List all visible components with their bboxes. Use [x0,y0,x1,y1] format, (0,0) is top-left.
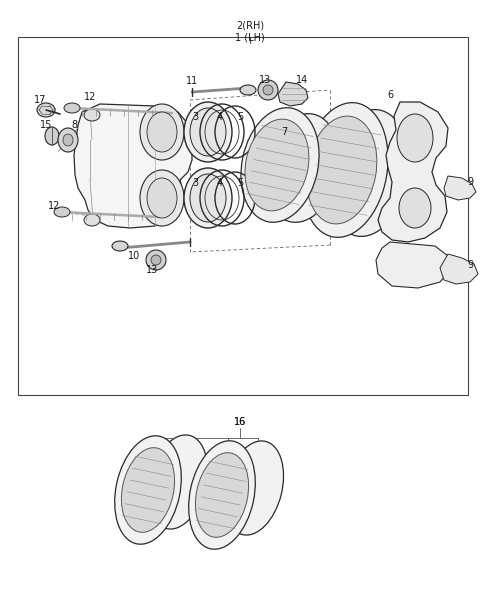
Ellipse shape [263,85,273,95]
Text: 8: 8 [71,120,77,130]
Ellipse shape [121,448,175,532]
Ellipse shape [146,250,166,270]
Text: 2(RH): 2(RH) [236,21,264,31]
Text: 13: 13 [146,265,158,275]
Text: 3: 3 [192,112,198,122]
Ellipse shape [184,102,232,162]
Text: 16: 16 [234,417,246,427]
Text: 12: 12 [48,201,60,211]
Ellipse shape [302,103,388,238]
Text: 1 (LH): 1 (LH) [235,33,265,43]
Text: 9: 9 [467,177,473,187]
Ellipse shape [58,128,78,152]
Text: 13: 13 [259,75,271,85]
Ellipse shape [306,116,377,224]
Text: 17: 17 [34,95,46,105]
Polygon shape [278,82,308,106]
Ellipse shape [84,214,100,226]
Text: 11: 11 [186,76,198,86]
Ellipse shape [151,255,161,265]
Ellipse shape [184,168,232,228]
Ellipse shape [195,453,249,537]
Ellipse shape [245,119,309,211]
Text: 5: 5 [237,178,243,188]
Ellipse shape [147,178,177,218]
Ellipse shape [189,441,255,549]
Polygon shape [444,176,476,200]
Text: 4: 4 [217,178,223,188]
Text: 14: 14 [296,75,308,85]
Ellipse shape [63,134,73,146]
Polygon shape [440,254,478,284]
Bar [18,37,468,395]
Ellipse shape [84,109,100,121]
Ellipse shape [225,441,284,535]
Ellipse shape [399,188,431,228]
Ellipse shape [265,113,339,223]
Ellipse shape [140,170,184,226]
Text: 5: 5 [237,112,243,122]
Ellipse shape [64,103,80,113]
Text: 6: 6 [387,90,393,100]
Ellipse shape [258,80,278,100]
Ellipse shape [112,241,128,251]
Text: 4: 4 [217,112,223,122]
Text: 7: 7 [281,127,287,137]
Text: 12: 12 [84,92,96,102]
Ellipse shape [140,104,184,160]
Text: 15: 15 [40,120,52,130]
Ellipse shape [190,174,226,222]
Ellipse shape [241,108,319,222]
Ellipse shape [45,127,59,145]
Polygon shape [378,102,448,242]
Polygon shape [74,104,192,228]
Ellipse shape [37,103,55,117]
Text: 16: 16 [234,417,246,427]
Ellipse shape [54,207,70,217]
Ellipse shape [397,114,433,162]
Ellipse shape [190,108,226,156]
Ellipse shape [327,110,409,236]
Ellipse shape [240,85,256,95]
Polygon shape [376,242,450,288]
Text: 9: 9 [467,260,473,270]
Ellipse shape [115,436,181,544]
Text: 3: 3 [192,178,198,188]
Ellipse shape [148,435,207,529]
Ellipse shape [147,112,177,152]
Text: 10: 10 [128,251,140,261]
